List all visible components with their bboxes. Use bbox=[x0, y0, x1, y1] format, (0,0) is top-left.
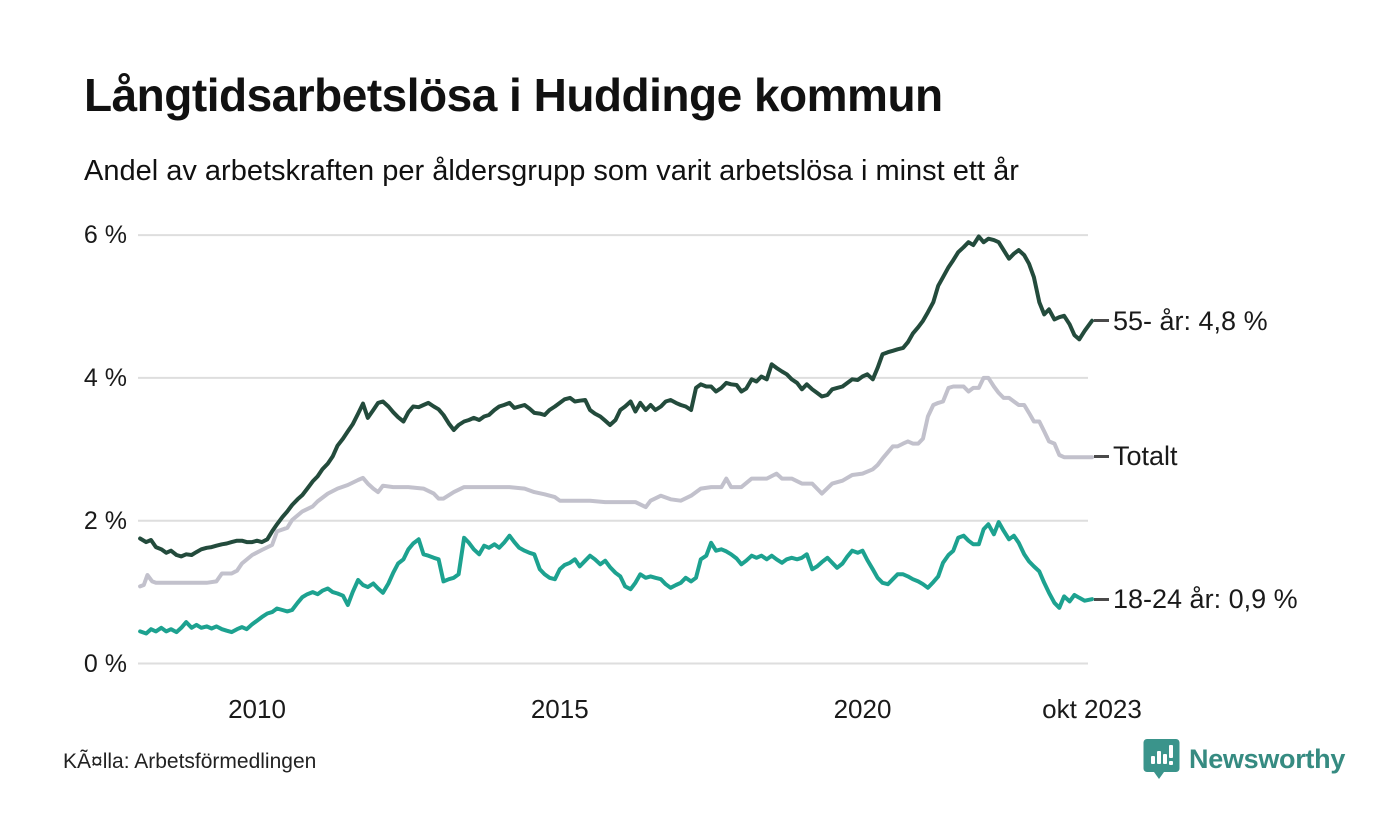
y-axis-tick-4: 4 % bbox=[83, 363, 127, 392]
y-axis-tick-0: 0 % bbox=[83, 649, 127, 678]
label-leader-dash bbox=[1094, 597, 1109, 601]
newsworthy-logo-text: Newsworthy bbox=[1189, 743, 1346, 774]
series-label-text: 55- år: 4,8 % bbox=[1113, 305, 1268, 336]
x-axis-tick-2010: 2010 bbox=[228, 694, 286, 724]
x-axis-tick-okt-2023: okt 2023 bbox=[1042, 694, 1142, 724]
chart-subtitle: Andel av arbetskraften per åldersgrupp s… bbox=[84, 155, 1019, 187]
newsworthy-logo-icon bbox=[1143, 739, 1180, 779]
page-title: Långtidsarbetslösa i Huddinge kommun bbox=[84, 69, 943, 121]
series-line-0 bbox=[138, 234, 1094, 559]
series-label-18-24-ar: 18-24 år: 0,9 % bbox=[1094, 583, 1298, 615]
series-label-text: 18-24 år: 0,9 % bbox=[1113, 584, 1298, 615]
x-axis-tick-2015: 2015 bbox=[530, 694, 589, 724]
series-label-totalt: Totalt bbox=[1094, 440, 1178, 472]
series-line-1 bbox=[138, 375, 1094, 589]
x-axis-tick-2020: 2020 bbox=[833, 694, 892, 724]
series-label-55-ar: 55- år: 4,8 % bbox=[1094, 305, 1268, 337]
series-label-text: Totalt bbox=[1113, 441, 1178, 472]
label-leader-dash bbox=[1094, 454, 1109, 458]
y-axis-tick-6: 6 % bbox=[83, 221, 127, 250]
y-axis-tick-2: 2 % bbox=[83, 506, 127, 535]
newsworthy-logo: Newsworthy bbox=[1143, 738, 1345, 780]
source-text: KÃ¤lla: Arbetsförmedlingen bbox=[63, 750, 317, 773]
label-leader-dash bbox=[1094, 319, 1109, 323]
series-line-2 bbox=[138, 520, 1094, 636]
